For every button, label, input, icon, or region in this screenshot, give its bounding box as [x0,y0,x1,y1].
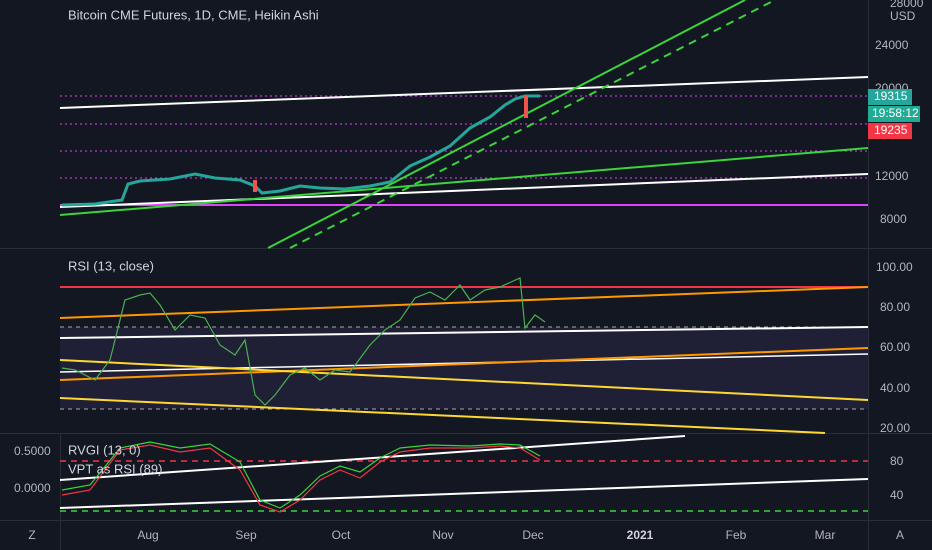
auto-toggle[interactable]: A [896,528,904,542]
axis-label: 80.00 [880,300,910,314]
last-price: 19315 [874,89,908,103]
previous-price: 19235 [874,123,908,137]
chart-title: Bitcoin CME Futures, 1D, CME, Heikin Ash… [68,7,319,22]
axis-label: 0.0000 [14,481,51,495]
rvgi-label: RVGI (13, 0) [68,442,141,457]
price-label: 28000 [890,0,924,10]
price-label: 12000 [875,169,909,183]
vpt-label: VPT as RSI (89) [68,461,162,476]
time-label: Oct [332,528,351,542]
currency: USD [890,9,916,23]
time-label: Feb [726,528,747,542]
axis-label: 40 [890,488,904,502]
axis-label: 60.00 [880,340,910,354]
candle [253,180,257,192]
price-label: 24000 [875,38,909,52]
rsi-label: RSI (13, close) [68,258,154,273]
main-pane [59,0,869,249]
time-label: Mar [815,528,836,542]
tag-bg [868,89,912,105]
rsi-pane [59,277,869,434]
axis-label: 80 [890,454,904,468]
time-label: Nov [432,528,453,542]
time-axis: Aug Sep Oct Nov Dec 2021 Feb Mar [137,528,835,542]
price-label: 8000 [880,212,907,226]
rvgi-pane [59,435,869,513]
tag-bg [868,106,920,122]
axis-label: 100.00 [876,260,913,274]
rsi-axis: 100.00 80.00 60.00 40.00 20.00 [876,260,913,435]
time-label: Dec [522,528,543,542]
axis-label: 40.00 [880,381,910,395]
price-axis: 28000 USD 24000 20000 12000 8000 19315 1… [868,0,924,226]
time-label: 2021 [627,528,654,542]
candle [524,96,528,118]
countdown: 19:58:12 [872,106,919,120]
log-toggle[interactable]: Z [28,528,35,542]
axis-label: 20.00 [880,421,910,435]
time-label: Sep [235,528,257,542]
axis-label: 0.5000 [14,444,51,458]
tag-bg [868,123,912,139]
time-label: Aug [137,528,158,542]
